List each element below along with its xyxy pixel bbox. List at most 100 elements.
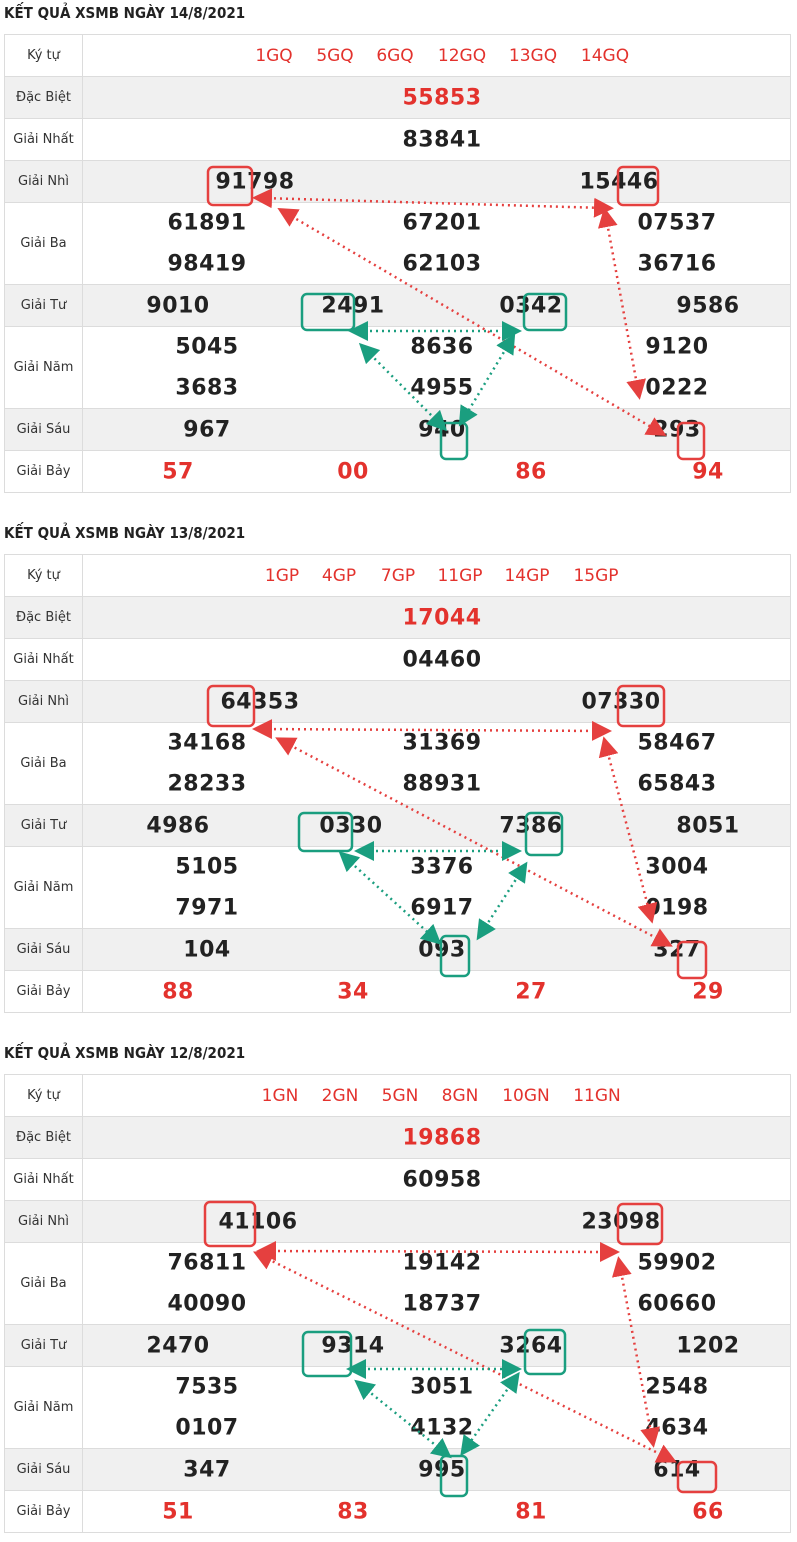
fifth-prize: 7971 bbox=[175, 895, 239, 921]
fifth-prize: 0198 bbox=[645, 895, 709, 921]
code: 1GP bbox=[264, 565, 300, 586]
seventh-prize: 66 bbox=[692, 1499, 724, 1524]
row-label-g2: Giải Nhì bbox=[4, 680, 83, 723]
fourth-prize: 1202 bbox=[676, 1333, 740, 1358]
row-label-g2: Giải Nhì bbox=[4, 160, 83, 203]
row-label-g7: Giải Bảy bbox=[4, 970, 83, 1013]
row-label-g7: Giải Bảy bbox=[4, 450, 83, 493]
second-prize: 15446 bbox=[579, 169, 659, 194]
row-label-db: Đặc Biệt bbox=[4, 1116, 83, 1159]
result-block-day-1: KẾT QUẢ XSMB NGÀY 13/8/2021 Ký tự 1GP 4G… bbox=[0, 524, 797, 1018]
fifth-prize: 8636 bbox=[410, 334, 474, 360]
code: 5GN bbox=[381, 1085, 419, 1106]
first-prize: 83841 bbox=[402, 127, 482, 152]
row-label-g2: Giải Nhì bbox=[4, 1200, 83, 1243]
fifth-prize: 7535 bbox=[175, 1374, 239, 1400]
third-prize: 31369 bbox=[402, 730, 482, 756]
second-prize: 64353 bbox=[220, 689, 300, 714]
third-prize: 36716 bbox=[637, 251, 717, 277]
third-prize: 98419 bbox=[167, 251, 247, 277]
block-title: KẾT QUẢ XSMB NGÀY 14/8/2021 bbox=[4, 4, 246, 22]
code: 2GN bbox=[321, 1085, 359, 1106]
first-prize: 04460 bbox=[402, 647, 482, 672]
code: 13GQ bbox=[508, 45, 558, 66]
third-prize: 34168 bbox=[167, 730, 247, 756]
fifth-prize: 3051 bbox=[410, 1374, 474, 1400]
third-prize: 76811 bbox=[167, 1250, 247, 1276]
seventh-prize: 57 bbox=[162, 459, 194, 484]
row-label-g6: Giải Sáu bbox=[4, 408, 83, 451]
special-prize: 19868 bbox=[402, 1125, 482, 1150]
row-label-g5: Giải Năm bbox=[4, 846, 83, 929]
result-table: Ký tự 1GQ 5GQ 6GQ 12GQ 13GQ 14GQ Đặc Biệ… bbox=[4, 34, 791, 493]
seventh-prize: 86 bbox=[515, 459, 547, 484]
code: 14GQ bbox=[580, 45, 630, 66]
second-prize: 41106 bbox=[218, 1209, 298, 1234]
row-label-g7: Giải Bảy bbox=[4, 1490, 83, 1533]
sixth-prize: 995 bbox=[418, 1457, 466, 1482]
seventh-prize: 83 bbox=[337, 1499, 369, 1524]
row-label-g5: Giải Năm bbox=[4, 1366, 83, 1449]
fifth-prize: 5105 bbox=[175, 854, 239, 880]
fourth-prize: 3264 bbox=[499, 1333, 563, 1358]
fourth-prize: 0330 bbox=[319, 813, 383, 838]
code: 15GP bbox=[573, 565, 619, 586]
second-prize: 07330 bbox=[581, 689, 661, 714]
block-title: KẾT QUẢ XSMB NGÀY 12/8/2021 bbox=[4, 1044, 246, 1062]
fourth-prize: 0342 bbox=[499, 293, 563, 318]
seventh-prize: 34 bbox=[337, 979, 369, 1004]
result-block-day-2: KẾT QUẢ XSMB NGÀY 12/8/2021 Ký tự 1GN 2G… bbox=[0, 1044, 797, 1538]
row-label-g3: Giải Ba bbox=[4, 202, 83, 285]
code: 6GQ bbox=[376, 45, 414, 66]
fifth-prize: 9120 bbox=[645, 334, 709, 360]
third-prize: 28233 bbox=[167, 771, 247, 797]
code: 12GQ bbox=[437, 45, 487, 66]
fifth-prize: 4955 bbox=[410, 375, 474, 401]
result-table: Ký tự 1GP 4GP 7GP 11GP 14GP 15GP Đặc Biệ… bbox=[4, 554, 791, 1013]
fourth-prize: 2470 bbox=[146, 1333, 210, 1358]
code-row: 1GN 2GN 5GN 8GN 10GN 11GN bbox=[82, 1074, 791, 1117]
seventh-prize: 29 bbox=[692, 979, 724, 1004]
sixth-prize: 940 bbox=[418, 417, 466, 442]
code: 8GN bbox=[441, 1085, 479, 1106]
row-label-kytu: Ký tự bbox=[4, 34, 83, 77]
sixth-prize: 967 bbox=[183, 417, 231, 442]
sixth-prize: 327 bbox=[653, 937, 701, 962]
code: 11GP bbox=[437, 565, 483, 586]
third-prize: 61891 bbox=[167, 210, 247, 236]
fifth-prize: 2548 bbox=[645, 1374, 709, 1400]
third-prize: 59902 bbox=[637, 1250, 717, 1276]
sixth-prize: 104 bbox=[183, 937, 231, 962]
third-prize: 62103 bbox=[402, 251, 482, 277]
row-label-db: Đặc Biệt bbox=[4, 596, 83, 639]
code-row: 1GP 4GP 7GP 11GP 14GP 15GP bbox=[82, 554, 791, 597]
row-label-g1: Giải Nhất bbox=[4, 638, 83, 681]
fifth-prize: 0107 bbox=[175, 1415, 239, 1441]
code: 1GQ bbox=[255, 45, 293, 66]
second-prize: 91798 bbox=[215, 169, 295, 194]
fifth-prize: 3376 bbox=[410, 854, 474, 880]
row-label-g4: Giải Tư bbox=[4, 1324, 83, 1367]
row-label-g6: Giải Sáu bbox=[4, 1448, 83, 1491]
sixth-prize: 347 bbox=[183, 1457, 231, 1482]
code: 10GN bbox=[502, 1085, 550, 1106]
row-label-kytu: Ký tự bbox=[4, 1074, 83, 1117]
second-prize: 23098 bbox=[581, 1209, 661, 1234]
fourth-prize: 9010 bbox=[146, 293, 210, 318]
row-label-g1: Giải Nhất bbox=[4, 118, 83, 161]
row-label-g4: Giải Tư bbox=[4, 804, 83, 847]
code: 4GP bbox=[321, 565, 357, 586]
seventh-prize: 51 bbox=[162, 1499, 194, 1524]
result-block-day-0: KẾT QUẢ XSMB NGÀY 14/8/2021 Ký tự 1GQ 5G… bbox=[0, 4, 797, 498]
code-row: 1GQ 5GQ 6GQ 12GQ 13GQ 14GQ bbox=[82, 34, 791, 77]
fourth-prize: 9586 bbox=[676, 293, 740, 318]
code: 5GQ bbox=[316, 45, 354, 66]
third-prize: 07537 bbox=[637, 210, 717, 236]
third-prize: 65843 bbox=[637, 771, 717, 797]
row-label-db: Đặc Biệt bbox=[4, 76, 83, 119]
block-title: KẾT QUẢ XSMB NGÀY 13/8/2021 bbox=[4, 524, 246, 542]
special-prize: 55853 bbox=[402, 85, 482, 110]
code: 11GN bbox=[573, 1085, 621, 1106]
fifth-prize: 4132 bbox=[410, 1415, 474, 1441]
fifth-prize: 3004 bbox=[645, 854, 709, 880]
